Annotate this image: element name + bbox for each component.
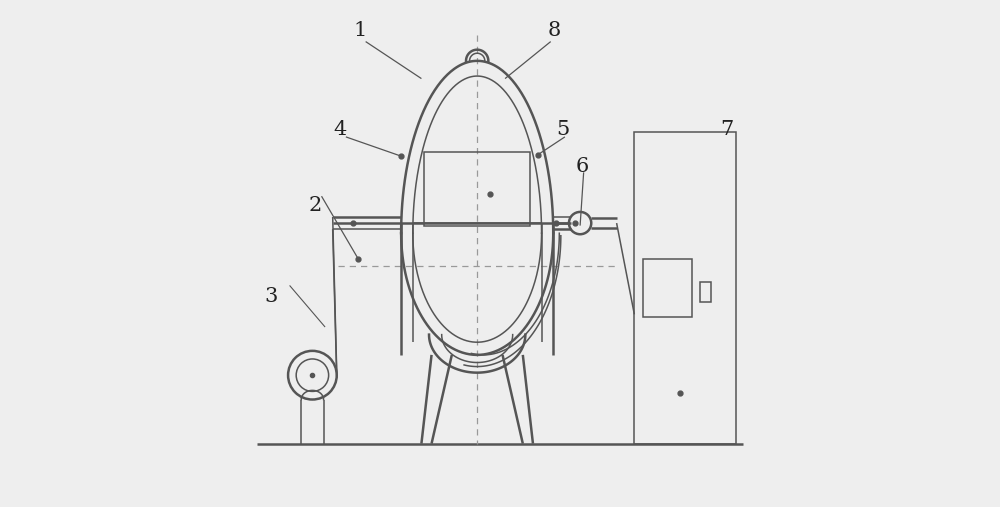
Text: 1: 1 bbox=[354, 21, 367, 40]
Text: 8: 8 bbox=[548, 21, 561, 40]
Text: 4: 4 bbox=[334, 120, 347, 139]
Text: 2: 2 bbox=[308, 196, 322, 215]
Text: 5: 5 bbox=[557, 120, 570, 139]
Bar bbox=[424, 152, 530, 226]
Text: 3: 3 bbox=[264, 287, 278, 306]
Text: 6: 6 bbox=[576, 157, 589, 176]
Bar bbox=[643, 259, 692, 317]
Bar bbox=[700, 282, 711, 302]
Text: 7: 7 bbox=[721, 120, 734, 139]
Bar bbox=[634, 132, 736, 444]
